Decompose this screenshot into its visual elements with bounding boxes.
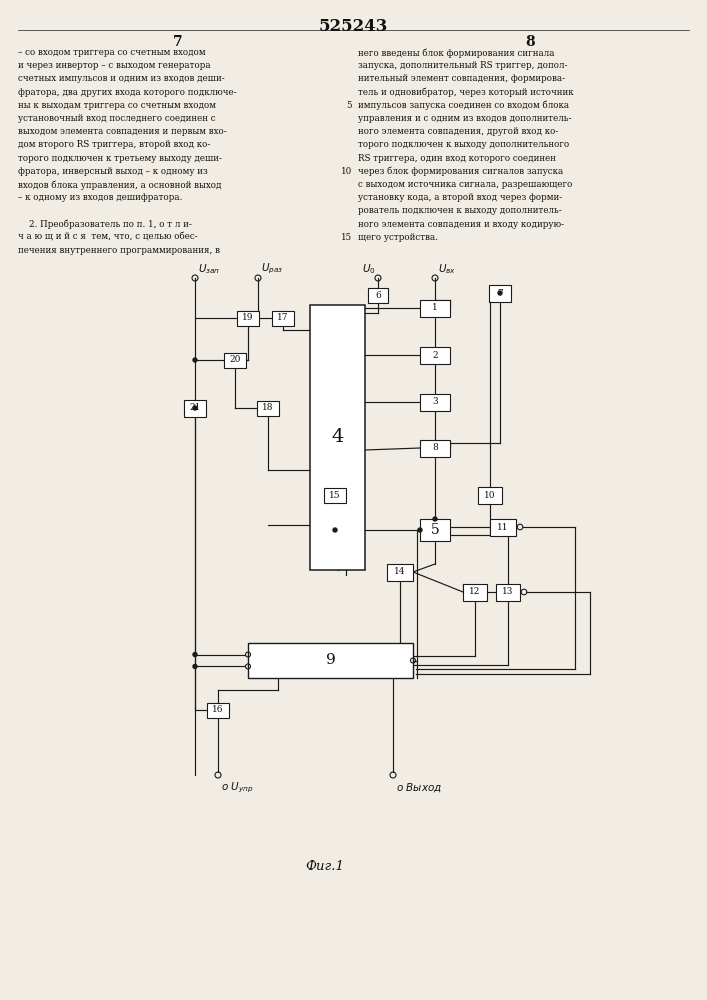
Text: дом второго RS триггера, второй вход ко-: дом второго RS триггера, второй вход ко-	[18, 140, 211, 149]
Text: 20: 20	[229, 356, 240, 364]
Circle shape	[433, 517, 437, 521]
Text: 5: 5	[346, 101, 352, 110]
Text: установочный вход последнего соединен с: установочный вход последнего соединен с	[18, 114, 216, 123]
Bar	[490, 518, 516, 536]
Text: ны к выходам триггера со счетным входом: ны к выходам триггера со счетным входом	[18, 101, 216, 110]
Text: 21: 21	[189, 403, 201, 412]
Circle shape	[193, 664, 197, 668]
Text: $U_0$: $U_0$	[362, 262, 376, 276]
Bar	[272, 310, 294, 326]
Text: него введены блок формирования сигнала: него введены блок формирования сигнала	[358, 48, 554, 57]
Bar	[420, 440, 450, 456]
Text: выходом элемента совпадения и первым вхо-: выходом элемента совпадения и первым вхо…	[18, 127, 227, 136]
Text: входов блока управления, а основной выход: входов блока управления, а основной выхо…	[18, 180, 221, 190]
Text: 9: 9	[326, 654, 335, 668]
Text: 6: 6	[375, 290, 381, 300]
Text: 525243: 525243	[318, 18, 387, 35]
Text: 5: 5	[431, 523, 439, 537]
Bar	[420, 519, 450, 541]
Text: 15: 15	[329, 490, 341, 499]
Bar	[420, 393, 450, 410]
Bar	[248, 643, 413, 678]
Text: фратора, два других входа которого подключе-: фратора, два других входа которого подкл…	[18, 88, 237, 97]
Text: ч а ю щ и й с я  тем, что, с целью обес-: ч а ю щ и й с я тем, что, с целью обес-	[18, 233, 198, 242]
Bar	[489, 284, 511, 302]
Text: с выходом источника сигнала, разрешающего: с выходом источника сигнала, разрешающег…	[358, 180, 573, 189]
Text: 3: 3	[432, 397, 438, 406]
Bar	[496, 584, 520, 600]
Text: 2: 2	[432, 351, 438, 360]
Text: 4: 4	[332, 428, 344, 446]
Text: торого подключен к третьему выходу деши-: торого подключен к третьему выходу деши-	[18, 154, 222, 163]
Bar	[478, 487, 502, 504]
Text: $U_{зап}$: $U_{зап}$	[198, 262, 221, 276]
Text: рователь подключен к выходу дополнитель-: рователь подключен к выходу дополнитель-	[358, 206, 562, 215]
Text: тель и одновибратор, через который источник: тель и одновибратор, через который источ…	[358, 88, 573, 97]
Text: 8: 8	[432, 444, 438, 452]
Text: – со входом триггера со счетным входом: – со входом триггера со счетным входом	[18, 48, 206, 57]
Text: 10: 10	[484, 490, 496, 499]
Bar	[207, 702, 229, 718]
Text: 15: 15	[341, 233, 352, 242]
Bar	[310, 305, 365, 570]
Text: установку кода, а второй вход через форми-: установку кода, а второй вход через форм…	[358, 193, 562, 202]
Text: $U_{вх}$: $U_{вх}$	[438, 262, 456, 276]
Circle shape	[193, 358, 197, 362]
Bar	[257, 400, 279, 416]
Bar	[184, 399, 206, 416]
Bar	[368, 288, 388, 302]
Text: и через инвертор – с выходом генератора: и через инвертор – с выходом генератора	[18, 61, 211, 70]
Bar	[237, 310, 259, 326]
Bar	[463, 584, 487, 600]
Text: 13: 13	[502, 587, 514, 596]
Text: 7: 7	[497, 288, 503, 298]
Text: 12: 12	[469, 587, 481, 596]
Text: RS триггера, один вход которого соединен: RS триггера, один вход которого соединен	[358, 154, 556, 163]
Text: щего устройства.: щего устройства.	[358, 233, 438, 242]
Bar	[420, 347, 450, 363]
Text: 16: 16	[212, 706, 223, 714]
Text: – к одному из входов дешифратора.: – к одному из входов дешифратора.	[18, 193, 182, 202]
Circle shape	[333, 528, 337, 532]
Text: $о\ U_{упр}$: $о\ U_{упр}$	[221, 781, 254, 795]
Circle shape	[193, 653, 197, 657]
Text: торого подключен к выходу дополнительного: торого подключен к выходу дополнительног…	[358, 140, 569, 149]
Text: $U_{раз}$: $U_{раз}$	[261, 262, 284, 276]
Text: 14: 14	[395, 568, 406, 576]
Bar	[420, 300, 450, 316]
Text: 1: 1	[432, 304, 438, 312]
Text: фратора, инверсный выход – к одному из: фратора, инверсный выход – к одному из	[18, 167, 208, 176]
Text: через блок формирования сигналов запуска: через блок формирования сигналов запуска	[358, 167, 563, 176]
Bar	[387, 564, 413, 580]
Text: импульсов запуска соединен со входом блока: импульсов запуска соединен со входом бло…	[358, 101, 569, 110]
Text: печения внутреннего программирования, в: печения внутреннего программирования, в	[18, 246, 220, 255]
Circle shape	[193, 406, 197, 410]
Circle shape	[498, 291, 502, 295]
Text: 8: 8	[525, 35, 534, 49]
Text: $о\ Выход$: $о\ Выход$	[396, 781, 442, 794]
Text: ного элемента совпадения и входу кодирую-: ного элемента совпадения и входу кодирую…	[358, 220, 564, 229]
Text: 19: 19	[243, 314, 254, 322]
Text: счетных импульсов и одним из входов деши-: счетных импульсов и одним из входов деши…	[18, 74, 225, 83]
Text: 7: 7	[173, 35, 183, 49]
Text: ного элемента совпадения, другой вход ко-: ного элемента совпадения, другой вход ко…	[358, 127, 559, 136]
Text: 11: 11	[497, 522, 509, 532]
Text: 10: 10	[341, 167, 352, 176]
Text: нительный элемент совпадения, формирова-: нительный элемент совпадения, формирова-	[358, 74, 565, 83]
Text: 2. Преобразователь по п. 1, о т л и-: 2. Преобразователь по п. 1, о т л и-	[18, 220, 192, 229]
Bar	[324, 488, 346, 502]
Circle shape	[418, 528, 422, 532]
Text: 18: 18	[262, 403, 274, 412]
Text: управления и с одним из входов дополнитель-: управления и с одним из входов дополните…	[358, 114, 571, 123]
Text: запуска, дополнительный RS триггер, допол-: запуска, дополнительный RS триггер, допо…	[358, 61, 568, 70]
Bar	[224, 353, 246, 367]
Text: 17: 17	[277, 314, 288, 322]
Text: Фиг.1: Фиг.1	[305, 860, 344, 873]
